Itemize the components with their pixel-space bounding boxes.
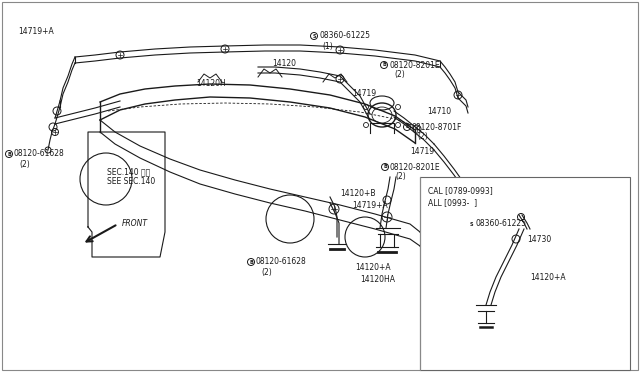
Text: 14719: 14719 xyxy=(410,148,434,157)
Text: 08120-8701F: 08120-8701F xyxy=(412,122,462,131)
Text: B: B xyxy=(405,125,409,129)
Text: 08360-61225: 08360-61225 xyxy=(319,32,370,41)
Text: 14120+A: 14120+A xyxy=(355,263,390,272)
Text: A・7：0077: A・7：0077 xyxy=(592,357,628,364)
Text: FRONT: FRONT xyxy=(122,219,148,228)
Text: 14120: 14120 xyxy=(272,58,296,67)
Text: (1): (1) xyxy=(322,42,333,51)
Text: (2): (2) xyxy=(19,160,29,169)
Text: ALL [0993-  ]: ALL [0993- ] xyxy=(428,199,477,208)
Text: (2): (2) xyxy=(261,267,272,276)
Text: S: S xyxy=(469,221,473,227)
Text: 14719: 14719 xyxy=(352,89,376,97)
Text: 14730: 14730 xyxy=(527,234,551,244)
Text: S: S xyxy=(312,33,316,38)
Text: (1): (1) xyxy=(480,230,491,238)
Text: 14719+A: 14719+A xyxy=(352,202,388,211)
Text: 14719+A: 14719+A xyxy=(18,28,54,36)
Text: 14120H: 14120H xyxy=(196,78,226,87)
Text: B: B xyxy=(249,260,253,264)
Text: 14120HA: 14120HA xyxy=(360,275,395,283)
Text: 08360-61225: 08360-61225 xyxy=(476,219,527,228)
Text: 08120-8201E: 08120-8201E xyxy=(390,163,440,171)
Text: 14710: 14710 xyxy=(427,108,451,116)
Text: B: B xyxy=(382,62,386,67)
Text: 08120-61628: 08120-61628 xyxy=(256,257,307,266)
Text: (2): (2) xyxy=(417,131,428,141)
Text: 14120+B: 14120+B xyxy=(340,189,376,199)
Text: (2): (2) xyxy=(394,70,404,78)
Text: SEE SEC.140: SEE SEC.140 xyxy=(107,177,156,186)
Text: (2): (2) xyxy=(395,171,406,180)
Text: B: B xyxy=(383,164,387,170)
Text: SEC.140 参照: SEC.140 参照 xyxy=(107,167,150,176)
Bar xyxy=(420,177,630,370)
Text: 14120+A: 14120+A xyxy=(530,273,566,282)
Text: B: B xyxy=(7,151,11,157)
Text: 08120-8201E: 08120-8201E xyxy=(389,61,440,70)
Text: CAL [0789-0993]: CAL [0789-0993] xyxy=(428,186,493,196)
Text: 08120-61628: 08120-61628 xyxy=(14,150,65,158)
